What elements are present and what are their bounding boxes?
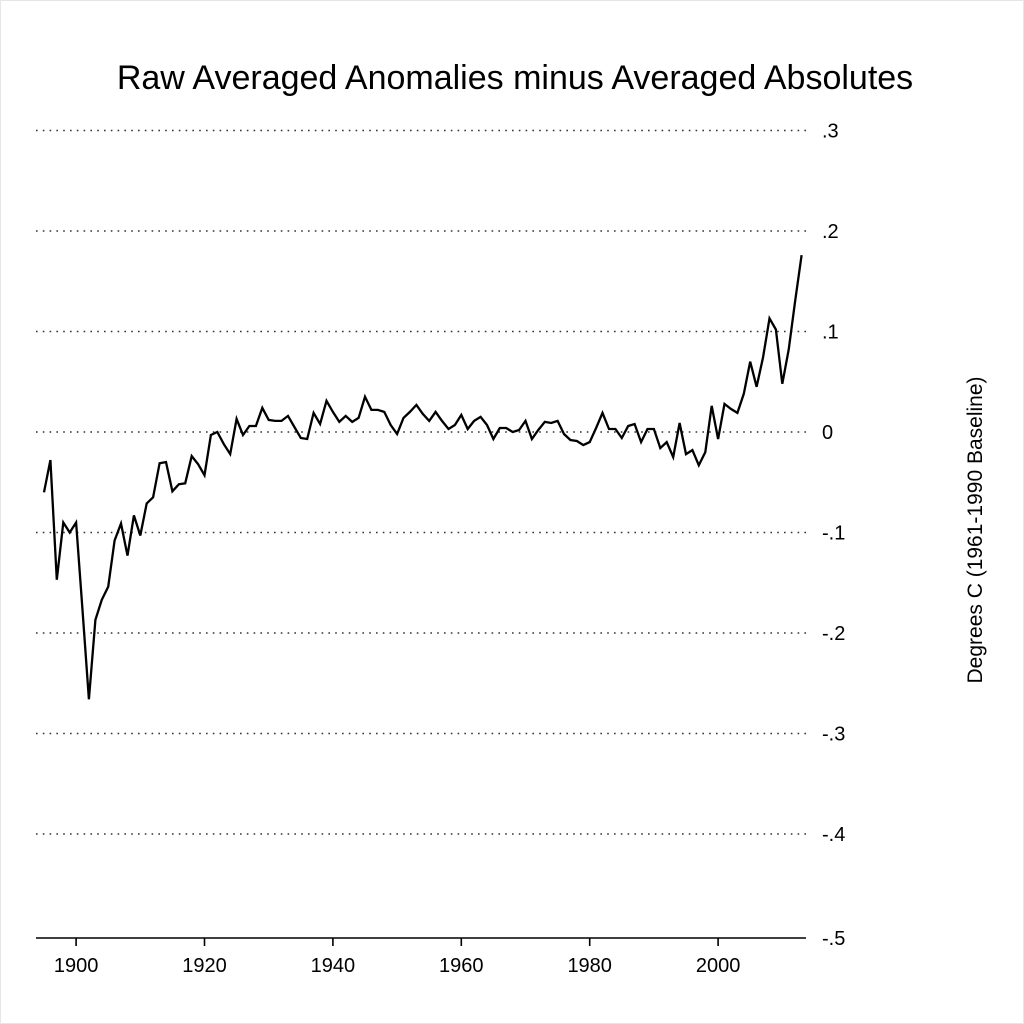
chart-title: Raw Averaged Anomalies minus Averaged Ab… <box>117 59 913 97</box>
y-axis-label: Degrees C (1961-1990 Baseline) <box>964 376 987 683</box>
x-tick-label: 1960 <box>439 955 484 977</box>
x-tick-label: 1900 <box>54 955 99 977</box>
y-tick-label: -.4 <box>822 824 845 846</box>
x-tick-label: 1980 <box>567 955 612 977</box>
y-tick-label: -.5 <box>822 928 845 950</box>
y-tick-label: .2 <box>822 221 839 243</box>
y-axis-tick-labels: .3 .2 .1 0 -.1 -.2 -.3 -.4 -.5 <box>822 121 845 951</box>
y-tick-label: 0 <box>822 422 833 444</box>
y-tick-label: -.1 <box>822 523 845 545</box>
x-tick-label: 2000 <box>696 955 741 977</box>
x-tick-label: 1920 <box>182 955 227 977</box>
y-tick-label: .1 <box>822 322 839 344</box>
y-tick-label: .3 <box>822 121 839 143</box>
x-tick-label: 1940 <box>311 955 356 977</box>
series-line <box>42 254 803 700</box>
x-axis-ticks: 1900 1920 1940 1960 1980 2000 <box>54 938 741 977</box>
y-tick-label: -.3 <box>822 724 845 746</box>
series-group <box>42 254 803 700</box>
y-tick-label: -.2 <box>822 623 845 645</box>
